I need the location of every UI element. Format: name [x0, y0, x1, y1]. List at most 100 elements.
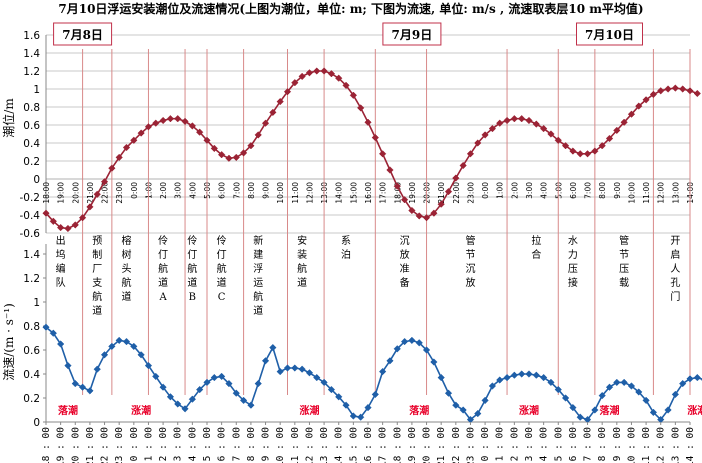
- data-point: [466, 150, 475, 158]
- data-point: [474, 409, 482, 418]
- data-point: [378, 150, 387, 158]
- event-label-char: 建: [253, 248, 263, 261]
- data-point: [115, 153, 123, 162]
- data-point: [554, 385, 562, 394]
- data-point: [400, 337, 409, 346]
- data-point: [144, 123, 153, 131]
- lower-x-tick-label: 19 : 00: [407, 427, 418, 463]
- data-point: [393, 345, 401, 353]
- lower-x-tick-label: 1 : 00: [495, 427, 506, 462]
- tide-state-label: 落潮: [409, 404, 429, 417]
- data-point: [364, 403, 372, 412]
- data-point: [561, 394, 570, 402]
- upper-x-tick-label: 11:00: [291, 182, 300, 204]
- data-point: [481, 131, 489, 139]
- data-point: [144, 361, 153, 370]
- data-point: [174, 400, 182, 408]
- data-point: [561, 142, 570, 150]
- lower-x-tick-label: 18 : 00: [41, 427, 52, 463]
- event-label-char: 树: [122, 248, 132, 261]
- upper-y-axis-label: 潮位/m: [1, 98, 16, 138]
- data-point: [657, 87, 665, 95]
- data-point: [642, 396, 650, 405]
- data-point: [115, 336, 123, 345]
- lower-y-tick-label: 0: [33, 417, 40, 429]
- upper-x-tick-label: 16:00: [364, 182, 373, 204]
- data-point: [298, 72, 306, 81]
- lower-y-axis-label: 流速/(m · s⁻¹): [2, 303, 16, 381]
- data-point: [78, 214, 87, 222]
- event-label-char: 厂: [92, 264, 102, 275]
- data-point: [181, 117, 189, 126]
- data-point: [166, 115, 175, 123]
- upper-x-tick-label: 3:00: [525, 182, 534, 199]
- tide-state-label: 涨潮: [131, 404, 151, 417]
- event-label-char: 新: [253, 234, 263, 247]
- data-point: [422, 346, 431, 354]
- data-point: [210, 144, 218, 153]
- data-point: [686, 375, 694, 383]
- event-label-char: 准: [400, 263, 410, 275]
- data-point: [649, 90, 658, 99]
- lower-x-tick-label: 2 : 00: [509, 427, 520, 462]
- data-point: [108, 164, 116, 172]
- lower-x-tick-label: 1 : 00: [143, 427, 154, 462]
- data-point: [481, 396, 489, 405]
- upper-x-tick-label: 22:00: [452, 182, 461, 204]
- data-point: [459, 161, 467, 170]
- upper-x-tick-label: 0:00: [130, 182, 139, 199]
- data-point: [649, 408, 658, 417]
- data-point: [386, 166, 394, 174]
- data-point: [247, 142, 255, 150]
- data-point: [152, 119, 160, 127]
- series-line: [45, 70, 698, 230]
- upper-x-tick-label: 2:00: [159, 182, 168, 199]
- data-point: [49, 329, 57, 337]
- data-point: [357, 413, 365, 421]
- data-point: [78, 383, 87, 391]
- data-point: [444, 389, 453, 397]
- tide-state-label: 落潮: [58, 404, 78, 417]
- day-labels: 7月8日 7月9日 7月10日: [53, 22, 643, 46]
- data-point: [627, 110, 636, 118]
- data-point: [664, 406, 672, 414]
- data-point: [510, 115, 519, 123]
- data-point: [210, 373, 218, 382]
- data-point: [130, 342, 138, 351]
- data-point: [547, 130, 555, 138]
- event-label-char: 孔: [670, 277, 680, 289]
- data-point: [488, 124, 497, 133]
- event-label-char: 支: [92, 277, 102, 289]
- upper-x-tick-label: 10:00: [627, 182, 636, 204]
- data-point: [100, 178, 109, 186]
- upper-x-tick-label: 20:00: [71, 182, 80, 204]
- event-label-char: 预: [92, 235, 102, 247]
- upper-y-tick-label: 0: [33, 174, 40, 186]
- data-point: [547, 378, 555, 387]
- upper-x-tick-label: 2:00: [510, 182, 519, 199]
- lower-x-tick-label: 23 : 00: [114, 427, 125, 463]
- upper-x-tick-label: 6:00: [218, 182, 227, 199]
- lower-x-tick-label: 10 : 00: [626, 427, 637, 463]
- lower-x-tick-label: 4 : 00: [539, 427, 550, 462]
- chart-title: 7月10日浮运安装潮位及流速情况(上图为潮位，单位: m; 下图为流速, 单位:…: [58, 1, 643, 16]
- event-label-char: 道: [187, 276, 197, 289]
- day-label: 7月9日: [392, 28, 433, 42]
- lower-x-tick-label: 20 : 00: [422, 427, 433, 463]
- data-point: [525, 116, 533, 125]
- data-point: [576, 413, 584, 421]
- lower-x-tick-label: 21 : 00: [85, 427, 96, 463]
- upper-x-tick-label: 9:00: [262, 182, 271, 199]
- data-point: [686, 87, 694, 95]
- lower-x-tick-label: 18 : 00: [392, 427, 403, 463]
- event-label-char: 安: [297, 234, 307, 247]
- event-label-char: 浮: [253, 263, 263, 275]
- lower-x-tick-label: 3 : 00: [173, 427, 184, 462]
- data-point: [605, 383, 614, 391]
- upper-x-tick-label: 0:00: [481, 182, 490, 199]
- lower-x-tick-label: 3 : 00: [524, 427, 535, 462]
- event-label-char: 门: [670, 290, 680, 303]
- lower-x-tick-label: 0 : 00: [129, 427, 140, 462]
- data-point: [93, 365, 101, 373]
